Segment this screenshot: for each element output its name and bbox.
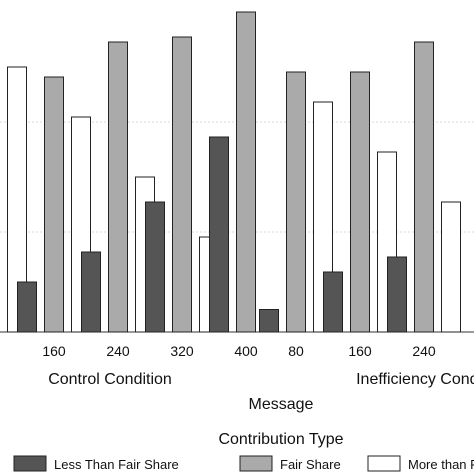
bar-0-160-1: [44, 76, 64, 333]
bar-0-160-0: [17, 281, 37, 333]
bar-1-160-0: [323, 271, 343, 333]
legend-swatch: [367, 455, 401, 472]
bar-0-240-0: [81, 251, 101, 333]
legend: Contribution Type Less Than Fair Share Fa…: [13, 431, 474, 472]
x-tick-label: 160: [42, 343, 66, 359]
group-labels: Control Condition Inefficiency Condition: [48, 371, 474, 388]
x-tick-label: 320: [170, 343, 194, 359]
legend-label: Fair Share: [280, 457, 341, 472]
bar-1-80-1: [286, 71, 306, 333]
x-tick-label: 160: [348, 343, 372, 359]
x-tick-labels: 8016024032040080160240320400: [42, 343, 436, 359]
bar-0-400-0: [209, 136, 229, 333]
x-tick-label: 240: [106, 343, 130, 359]
group-label: Inefficiency Condition: [356, 371, 474, 388]
legend-title: Contribution Type: [218, 431, 343, 448]
legend-label: Less Than Fair Share: [54, 457, 179, 472]
group-label: Control Condition: [48, 371, 172, 388]
legend-label: More than Fair Share: [408, 457, 474, 472]
bar-0-320-1: [172, 36, 192, 333]
bar-1-240-0: [387, 256, 407, 333]
bar-0-320-0: [145, 201, 165, 333]
x-tick-label: 80: [288, 343, 304, 359]
bar-0-240-1: [108, 41, 128, 333]
legend-swatch: [239, 455, 273, 472]
legend-swatch: [13, 455, 47, 472]
bar-0-400-1: [236, 11, 256, 333]
bar-1-240-2: [441, 201, 461, 333]
x-tick-label: 240: [412, 343, 436, 359]
bar-1-240-1: [414, 41, 434, 333]
bar-1-160-1: [350, 71, 370, 333]
bar-1-80-0: [259, 309, 279, 333]
x-tick-label: 400: [234, 343, 258, 359]
x-axis-title: Message: [249, 396, 314, 413]
bars: [7, 11, 461, 333]
